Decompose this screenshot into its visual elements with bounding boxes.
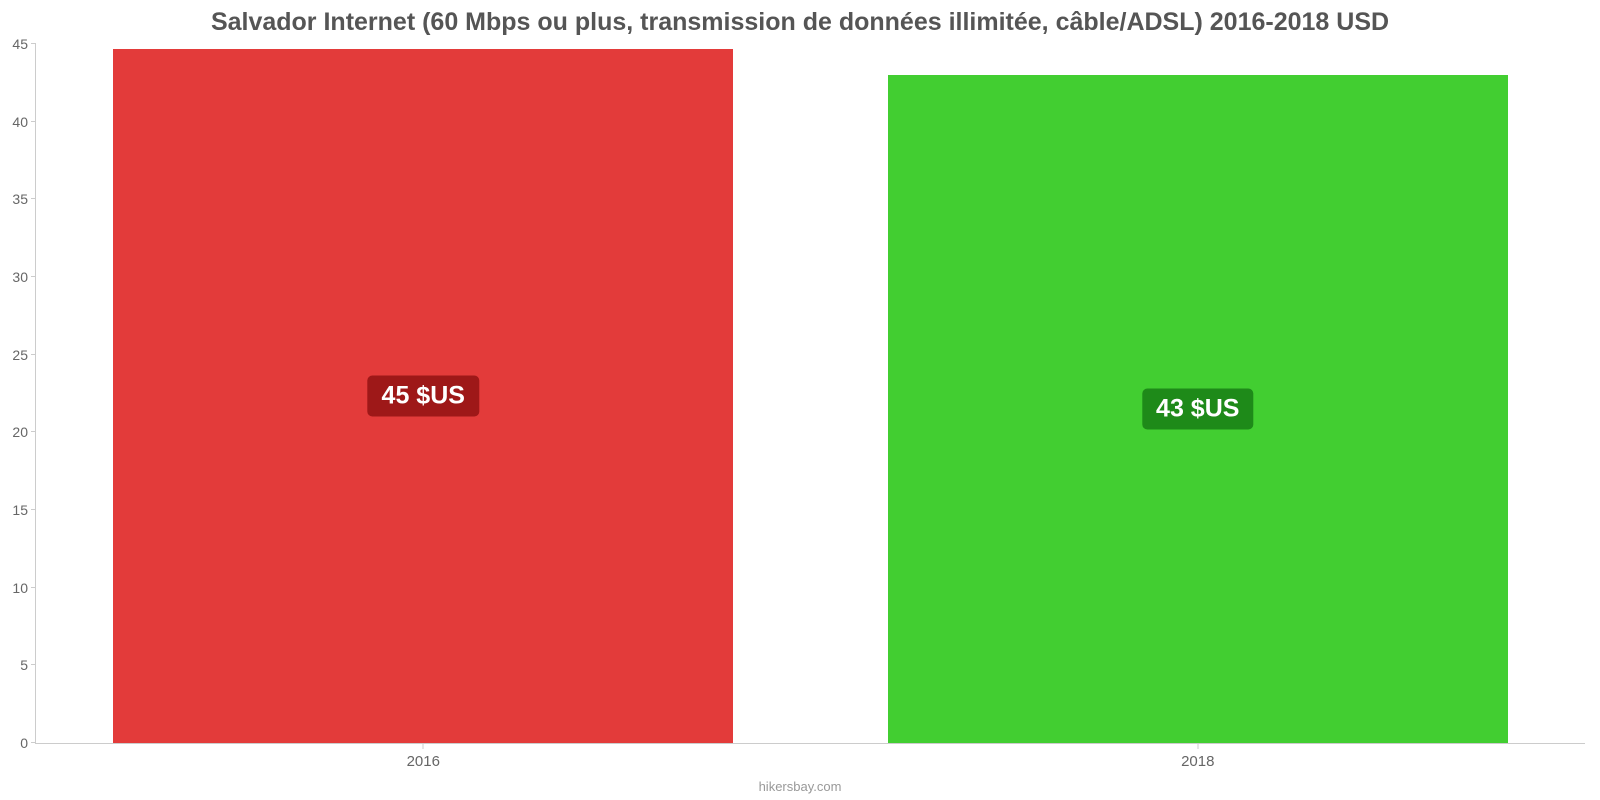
y-tick-label: 30 — [12, 269, 36, 285]
bar-value-label: 43 $US — [1142, 389, 1253, 430]
y-tick-mark — [31, 509, 36, 510]
y-tick-label: 25 — [12, 347, 36, 363]
y-tick-label: 0 — [20, 735, 36, 751]
y-tick-mark — [31, 742, 36, 743]
y-tick-mark — [31, 198, 36, 199]
y-tick-label: 5 — [20, 657, 36, 673]
y-tick-mark — [31, 431, 36, 432]
chart-container: Salvador Internet (60 Mbps ou plus, tran… — [0, 0, 1600, 800]
y-tick-mark — [31, 354, 36, 355]
y-tick-mark — [31, 276, 36, 277]
source-label: hikersbay.com — [0, 779, 1600, 794]
y-tick-label: 10 — [12, 580, 36, 596]
x-tick-mark — [423, 743, 424, 749]
y-tick-mark — [31, 43, 36, 44]
y-tick-label: 35 — [12, 191, 36, 207]
chart-title: Salvador Internet (60 Mbps ou plus, tran… — [0, 0, 1600, 43]
y-tick-label: 45 — [12, 36, 36, 52]
y-tick-label: 15 — [12, 502, 36, 518]
plot-wrapper: 05101520253035404545 $US201643 $US2018 — [35, 44, 1585, 744]
plot-area: 05101520253035404545 $US201643 $US2018 — [35, 44, 1585, 744]
y-tick-mark — [31, 587, 36, 588]
y-tick-mark — [31, 121, 36, 122]
x-tick-mark — [1197, 743, 1198, 749]
bar-value-label: 45 $US — [368, 375, 479, 416]
y-tick-label: 40 — [12, 114, 36, 130]
y-tick-mark — [31, 664, 36, 665]
y-tick-label: 20 — [12, 424, 36, 440]
